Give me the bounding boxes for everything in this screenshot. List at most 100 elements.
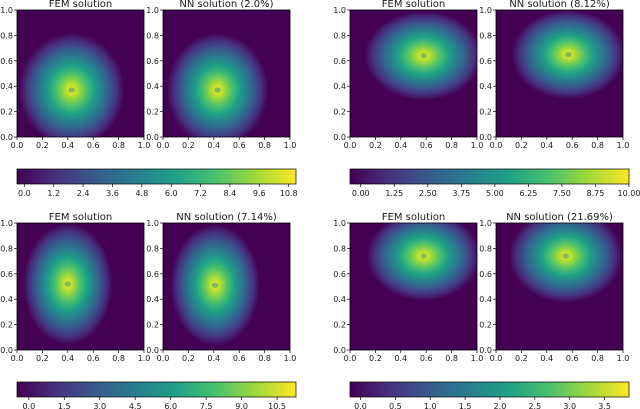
x-tick-label: 0.0 — [157, 141, 170, 150]
panel-title: NN solution (8.12%) — [509, 0, 610, 10]
y-tick-label: 0.4 — [333, 295, 346, 304]
x-tick-label: 0.6 — [87, 141, 100, 150]
x-tick-label: 0.0 — [344, 141, 357, 150]
x-tick-label: 1.0 — [617, 141, 630, 150]
x-tick-label: 0.8 — [258, 141, 271, 150]
y-tick-label: 0.6 — [333, 270, 346, 279]
y-tick-label: 0.2 — [479, 321, 492, 330]
heatmap-panel: NN solution (7.14%) 0.0 0.2 0.4 0.6 0.8 1.0 0.0… — [146, 212, 296, 363]
x-tick-label: 1.0 — [138, 354, 151, 363]
colorbar-tick-label: 3.5 — [598, 402, 611, 409]
panel-title: NN solution (7.14%) — [176, 212, 277, 223]
colorbar-tick-label: 7.2 — [194, 189, 207, 198]
y-tick-label: 1.0 — [479, 219, 492, 228]
y-tick-label: 0.8 — [333, 31, 346, 40]
colorbar-tick-label: 1.5 — [58, 402, 71, 409]
x-tick-label: 0.0 — [11, 354, 24, 363]
y-tick-label: 0.6 — [479, 270, 492, 279]
y-tick-label: 1.0 — [146, 219, 159, 228]
x-tick-label: 0.0 — [490, 354, 503, 363]
colorbar-tick-label: 7.5 — [200, 402, 213, 409]
y-tick-label: 0.4 — [333, 82, 346, 91]
y-tick-label: 0.8 — [479, 244, 492, 253]
y-tick-label: 0.0 — [479, 346, 492, 355]
heatmap-panel: NN solution (2.0%) 0.0 0.2 0.4 0.6 0.8 1.0 0.0 0… — [146, 0, 296, 150]
heatmap-field — [496, 10, 623, 137]
colorbar-tick-label: 3.0 — [563, 402, 576, 409]
colorbar-tick-label: 9.6 — [253, 189, 266, 198]
x-tick-label: 0.2 — [182, 141, 195, 150]
heatmap-field — [17, 10, 144, 137]
y-tick-label: 1.0 — [146, 6, 159, 15]
x-tick-label: 0.2 — [369, 354, 382, 363]
y-tick-label: 0.6 — [479, 57, 492, 66]
y-tick-label: 0.8 — [479, 31, 492, 40]
x-tick-label: 0.0 — [344, 354, 357, 363]
axes-frame — [495, 9, 624, 138]
y-tick-label: 0.4 — [146, 295, 159, 304]
y-tick-label: 0.4 — [479, 295, 492, 304]
x-tick-label: 0.2 — [515, 141, 528, 150]
x-tick-label: 0.2 — [36, 141, 49, 150]
colorbar-gradient — [16, 381, 297, 398]
colorbar: 0.0 1.5 3.0 4.5 6.0 7.5 9.0 10.5 — [16, 381, 297, 409]
x-tick-label: 0.2 — [182, 354, 195, 363]
x-tick-label: 0.8 — [445, 141, 458, 150]
y-tick-label: 0.0 — [146, 133, 159, 142]
panel-title: FEM solution — [382, 212, 445, 223]
colorbar-tick-label: 6.0 — [164, 402, 177, 409]
y-tick-label: 0.2 — [333, 108, 346, 117]
x-tick-label: 0.6 — [566, 141, 579, 150]
y-tick-label: 0.2 — [146, 108, 159, 117]
y-tick-label: 0.0 — [333, 133, 346, 142]
x-tick-label: 0.6 — [420, 354, 433, 363]
y-tick-label: 0.6 — [333, 57, 346, 66]
x-tick-label: 1.0 — [284, 354, 297, 363]
y-tick-label: 0.6 — [146, 57, 159, 66]
colorbar-tick-label: 7.50 — [553, 189, 571, 198]
colorbar-gradient — [349, 381, 630, 398]
x-tick-label: 0.2 — [36, 354, 49, 363]
colorbar-tick-label: 4.5 — [129, 402, 142, 409]
colorbar-tick-label: 6.0 — [165, 189, 178, 198]
y-tick-label: 0.2 — [146, 321, 159, 330]
colorbar-tick-label: 2.50 — [419, 189, 437, 198]
x-tick-label: 0.8 — [445, 354, 458, 363]
axes-frame — [16, 9, 145, 138]
panel-title: FEM solution — [49, 0, 112, 10]
panel-title: NN solution (2.0%) — [179, 0, 273, 10]
x-tick-label: 0.4 — [207, 141, 220, 150]
peak-marker — [214, 87, 221, 93]
colorbar-tick-label: 1.2 — [47, 189, 60, 198]
colorbar-tick-label: 8.75 — [587, 189, 605, 198]
y-tick-label: 0.0 — [146, 346, 159, 355]
colorbar-tick-label: 6.25 — [519, 189, 537, 198]
y-tick-label: 0.4 — [146, 82, 159, 91]
colorbar-tick-label: 10.5 — [268, 402, 286, 409]
y-tick-label: 0.2 — [479, 108, 492, 117]
axes-frame — [349, 9, 478, 138]
panel-title: FEM solution — [382, 0, 445, 10]
heatmap-panel: NN solution (8.12%) 0.0 0.2 0.4 0.6 0.8 1.0 0.0… — [479, 0, 629, 150]
heatmap-panel: FEM solution 0.0 0.2 0.4 0.6 0.8 1.0 0.0 0.2 0.4 0… — [0, 0, 150, 150]
colorbar-tick-label: 0.0 — [22, 402, 35, 409]
colorbar-tick-label: 3.75 — [452, 189, 470, 198]
colorbar-tick-label: 3.0 — [93, 402, 106, 409]
x-tick-label: 0.8 — [591, 141, 604, 150]
colorbar-tick-label: 5.00 — [486, 189, 504, 198]
x-tick-label: 0.4 — [540, 354, 553, 363]
y-tick-label: 0.8 — [146, 31, 159, 40]
heatmap-field — [496, 223, 623, 350]
y-tick-label: 1.0 — [0, 6, 13, 15]
x-tick-label: 0.0 — [11, 141, 24, 150]
y-tick-label: 0.8 — [0, 244, 13, 253]
heatmap-panel: FEM solution 0.0 0.2 0.4 0.6 0.8 1.0 0.0 0.2 0.4 0… — [333, 0, 483, 150]
colorbar: 0.0 0.5 1.0 1.5 2.0 2.5 3.0 3.5 — [349, 381, 630, 409]
heatmap-field — [163, 10, 290, 137]
y-tick-label: 0.6 — [0, 57, 13, 66]
axes-frame — [349, 222, 478, 351]
axes-frame — [16, 222, 145, 351]
y-tick-label: 0.2 — [0, 108, 13, 117]
colorbar-gradient — [349, 168, 630, 185]
